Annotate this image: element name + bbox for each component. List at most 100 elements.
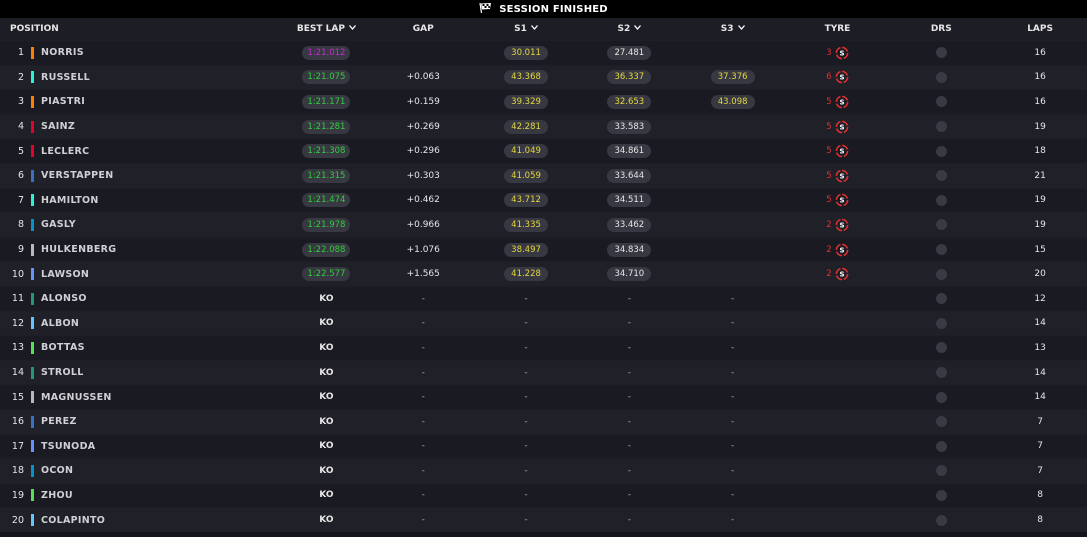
s1-time: 38.497 (504, 242, 549, 257)
best-lap-cell: KO (280, 435, 374, 459)
position-cell: 2 RUSSELL (0, 66, 280, 90)
tyre-age: 5 (826, 121, 832, 132)
s1-cell: - (473, 435, 579, 459)
drs-cell (889, 213, 993, 237)
gap-cell: +1.076 (373, 238, 473, 262)
table-row[interactable]: 6 VERSTAPPEN 1:21.315 +0.303 41.059 33.644 5 S 2… (0, 162, 1087, 188)
best-lap-time: 1:21.978 (302, 217, 351, 232)
table-row[interactable]: 18 OCON KO - - - - 7 (0, 458, 1087, 483)
table-row[interactable]: 12 ALBON KO - - - - 14 (0, 310, 1087, 336)
svg-text:S: S (839, 148, 844, 156)
drs-indicator-icon (935, 317, 947, 329)
driver-name: NORRIS (41, 47, 84, 59)
position-number: 12 (11, 317, 24, 329)
gap-cell: - (373, 361, 473, 385)
svg-text:S: S (839, 222, 844, 230)
driver-name: COLAPINTO (41, 514, 106, 526)
s2-time: - (627, 318, 631, 329)
s2-time: 34.834 (607, 242, 652, 257)
laps-count: 14 (1034, 392, 1046, 403)
drs-indicator-icon (935, 170, 947, 182)
gap-value: - (421, 318, 425, 329)
drs-indicator-icon (935, 219, 947, 231)
best-lap-time: 1:21.308 (302, 144, 351, 159)
best-lap-time: KO (319, 490, 334, 501)
s1-cell: - (473, 336, 579, 360)
table-row[interactable]: 14 STROLL KO - - - - 14 (0, 359, 1087, 385)
tyre-cell (786, 361, 890, 385)
table-row[interactable]: 11 ALONSO KO - - - - 12 (0, 285, 1087, 311)
position-number: 10 (11, 268, 24, 280)
table-row[interactable]: 2 RUSSELL 1:21.075 +0.063 43.368 36.337 37.376… (0, 64, 1087, 90)
s2-cell: - (579, 410, 680, 434)
laps-count: 7 (1037, 441, 1043, 452)
table-row[interactable]: 15 MAGNUSSEN KO - - - - 14 (0, 384, 1087, 409)
drs-indicator-icon (935, 145, 947, 157)
s3-cell (680, 41, 786, 65)
table-row[interactable]: 16 PEREZ KO - - - - 7 (0, 408, 1087, 434)
best-lap-cell: 1:21.281 (280, 115, 374, 139)
driver-name: HULKENBERG (41, 244, 117, 256)
table-row[interactable]: 9 HULKENBERG 1:22.088 +1.076 38.497 34.834 2 S 1… (0, 236, 1087, 262)
position-cell: 14 STROLL (0, 361, 280, 385)
s3-time: - (731, 293, 735, 304)
best-lap-time: KO (319, 342, 334, 353)
table-row[interactable]: 19 ZHOU KO - - - - 8 (0, 482, 1087, 508)
position-number: 18 (11, 465, 24, 477)
drs-indicator-icon (935, 514, 947, 526)
table-row[interactable]: 1 NORRIS 1:21.012 30.011 27.481 3 S 16 (0, 40, 1087, 65)
header-s2-sort[interactable]: S2 (579, 18, 680, 40)
gap-value: - (421, 367, 425, 378)
svg-text:S: S (839, 99, 844, 107)
position-number: 13 (11, 342, 24, 354)
best-lap-cell: KO (280, 287, 374, 311)
s2-time: 27.481 (607, 45, 652, 60)
table-row[interactable]: 7 HAMILTON 1:21.474 +0.462 43.712 34.511 5 S 19 (0, 187, 1087, 213)
gap-cell: - (373, 410, 473, 434)
laps-cell: 12 (993, 287, 1087, 311)
position-number: 14 (11, 367, 24, 379)
table-row[interactable]: 13 BOTTAS KO - - - - 13 (0, 335, 1087, 360)
s1-time: - (524, 293, 528, 304)
driver-name: SAINZ (41, 121, 76, 133)
gap-value: - (421, 392, 425, 403)
header-best-lap-sort[interactable]: BEST LAP (280, 18, 374, 40)
driver-name: ALBON (41, 317, 80, 329)
team-color-bar (31, 366, 34, 379)
best-lap-cell: 1:21.308 (280, 139, 374, 163)
table-row[interactable]: 10 LAWSON 1:22.577 +1.565 41.228 34.710 2 S 20 (0, 261, 1087, 286)
best-lap-time: KO (319, 416, 334, 427)
s1-time: - (524, 465, 528, 476)
best-lap-cell: 1:22.577 (280, 262, 374, 286)
laps-cell: 8 (993, 508, 1087, 532)
table-row[interactable]: 4 SAINZ 1:21.281 +0.269 42.281 33.583 5 S 19 (0, 113, 1087, 139)
drs-indicator-icon (935, 440, 947, 452)
table-row[interactable]: 3 PIASTRI 1:21.171 +0.159 39.329 32.653 43.098… (0, 89, 1087, 114)
soft-tyre-icon: S (835, 46, 849, 60)
table-row[interactable]: 20 COLAPINTO KO - - - - 8 (0, 507, 1087, 532)
gap-cell: +0.063 (373, 66, 473, 90)
table-row[interactable]: 17 TSUNODA KO - - - - 7 (0, 433, 1087, 459)
best-lap-time: 1:21.474 (302, 193, 351, 208)
s2-cell: - (579, 385, 680, 409)
team-color-bar (31, 46, 34, 59)
drs-cell (889, 336, 993, 360)
best-lap-time: 1:21.315 (302, 168, 351, 183)
header-s3-sort[interactable]: S3 (680, 18, 786, 40)
table-row[interactable]: 8 GASLY 1:21.978 +0.966 41.335 33.462 2 S 19 (0, 212, 1087, 237)
gap-value: +0.269 (406, 121, 440, 132)
gap-value: +1.565 (406, 269, 440, 280)
s2-cell: - (579, 508, 680, 532)
position-cell: 19 ZHOU (0, 484, 280, 508)
position-number: 2 (17, 71, 24, 83)
best-lap-cell: 1:21.012 (280, 41, 374, 65)
driver-name: LAWSON (41, 268, 90, 280)
table-row[interactable]: 5 LECLERC 1:21.308 +0.296 41.049 34.861 5 S 18 (0, 138, 1087, 163)
s3-cell: - (680, 508, 786, 532)
s3-cell (680, 164, 786, 188)
drs-indicator-icon (935, 342, 947, 354)
gap-value: - (421, 342, 425, 353)
best-lap-time: KO (319, 293, 334, 304)
header-s1-sort[interactable]: S1 (473, 18, 579, 40)
laps-count: 15 (1034, 244, 1046, 255)
